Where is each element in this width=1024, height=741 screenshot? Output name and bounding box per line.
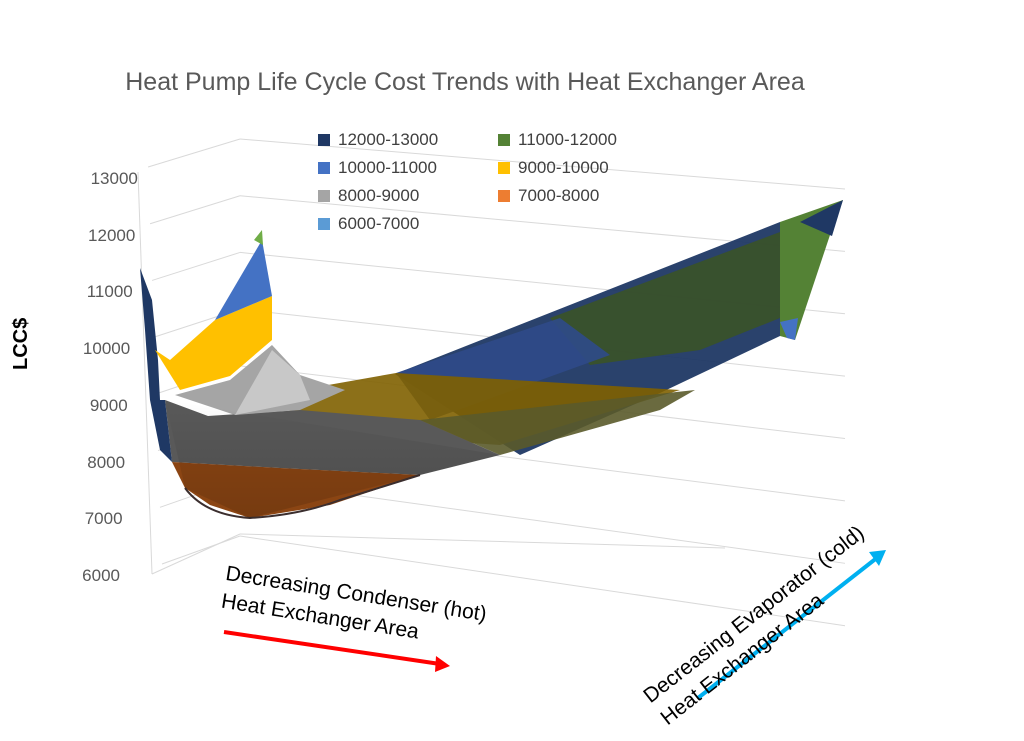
surface-band-8000-9000-light [235,350,310,415]
surface-shading [165,400,500,518]
evaporator-arrow [696,555,880,700]
legend-swatch [318,162,330,174]
y-tick-label: 10000 [82,339,131,359]
legend-swatch [498,162,510,174]
gridline-back [239,138,846,190]
legend-swatch [498,190,510,202]
evaporator-arrow-head [869,550,886,566]
legend-item: 8000-9000 [318,186,419,206]
gridline-left [149,195,241,225]
condenser-arrow [223,630,441,666]
legend-label: 6000-7000 [338,214,420,233]
gridline-left [147,138,241,168]
surface-band-12000-13000-edge [800,200,843,236]
legend-label: 11000-12000 [518,130,617,149]
y-axis-label: LCC$ [10,317,32,370]
y-tick-label: 7000 [84,509,123,529]
surface-band-9000-10000-front [420,390,695,455]
y-tick-label: 8000 [87,452,126,472]
legend-swatch [318,134,330,146]
surface-band-10000-11000-edge [780,318,798,340]
floor-line [239,533,726,549]
y-tick-label: 13000 [90,169,138,188]
legend-item: 9000-10000 [498,158,609,178]
legend-item: 7000-8000 [498,186,599,206]
gridline-left [161,535,241,565]
y-tick-label: 9000 [89,395,128,415]
surface-trough-bottom [184,474,421,520]
legend-swatch [318,190,330,202]
legend-item: 10000-11000 [318,158,437,178]
chart-title: Heat Pump Life Cycle Cost Trends with He… [125,68,805,96]
legend-label: 10000-11000 [338,158,437,177]
floor-line [151,533,241,575]
condenser-arrow-head [435,656,450,672]
surface-band-11000-12000-mid [550,232,780,365]
y-tick-label: 6000 [82,566,120,585]
surface-band-10000-11000-peak [215,240,272,320]
legend-label: 9000-10000 [518,158,609,177]
legend-swatch [498,134,510,146]
legend-swatch [318,218,330,230]
legend-label: 8000-9000 [338,186,420,205]
y-tick-label: 12000 [88,225,136,245]
legend-label: 12000-13000 [338,130,439,149]
surface-left-edge [140,268,172,462]
surface-band-11000-12000 [780,200,843,340]
surface-band-11000-12000-peak [254,230,263,245]
y-tick-label: 11000 [86,282,133,302]
surface-band-9000-10000-peak [155,296,272,390]
legend-label: 7000-8000 [518,186,600,205]
legend-item: 11000-12000 [498,130,617,150]
surface [140,200,843,520]
gridline-left [151,251,241,281]
gridline-back [239,535,846,627]
y-axis-line [137,171,153,575]
legend-item: 6000-7000 [318,214,419,234]
legend-item: 12000-13000 [318,130,438,150]
